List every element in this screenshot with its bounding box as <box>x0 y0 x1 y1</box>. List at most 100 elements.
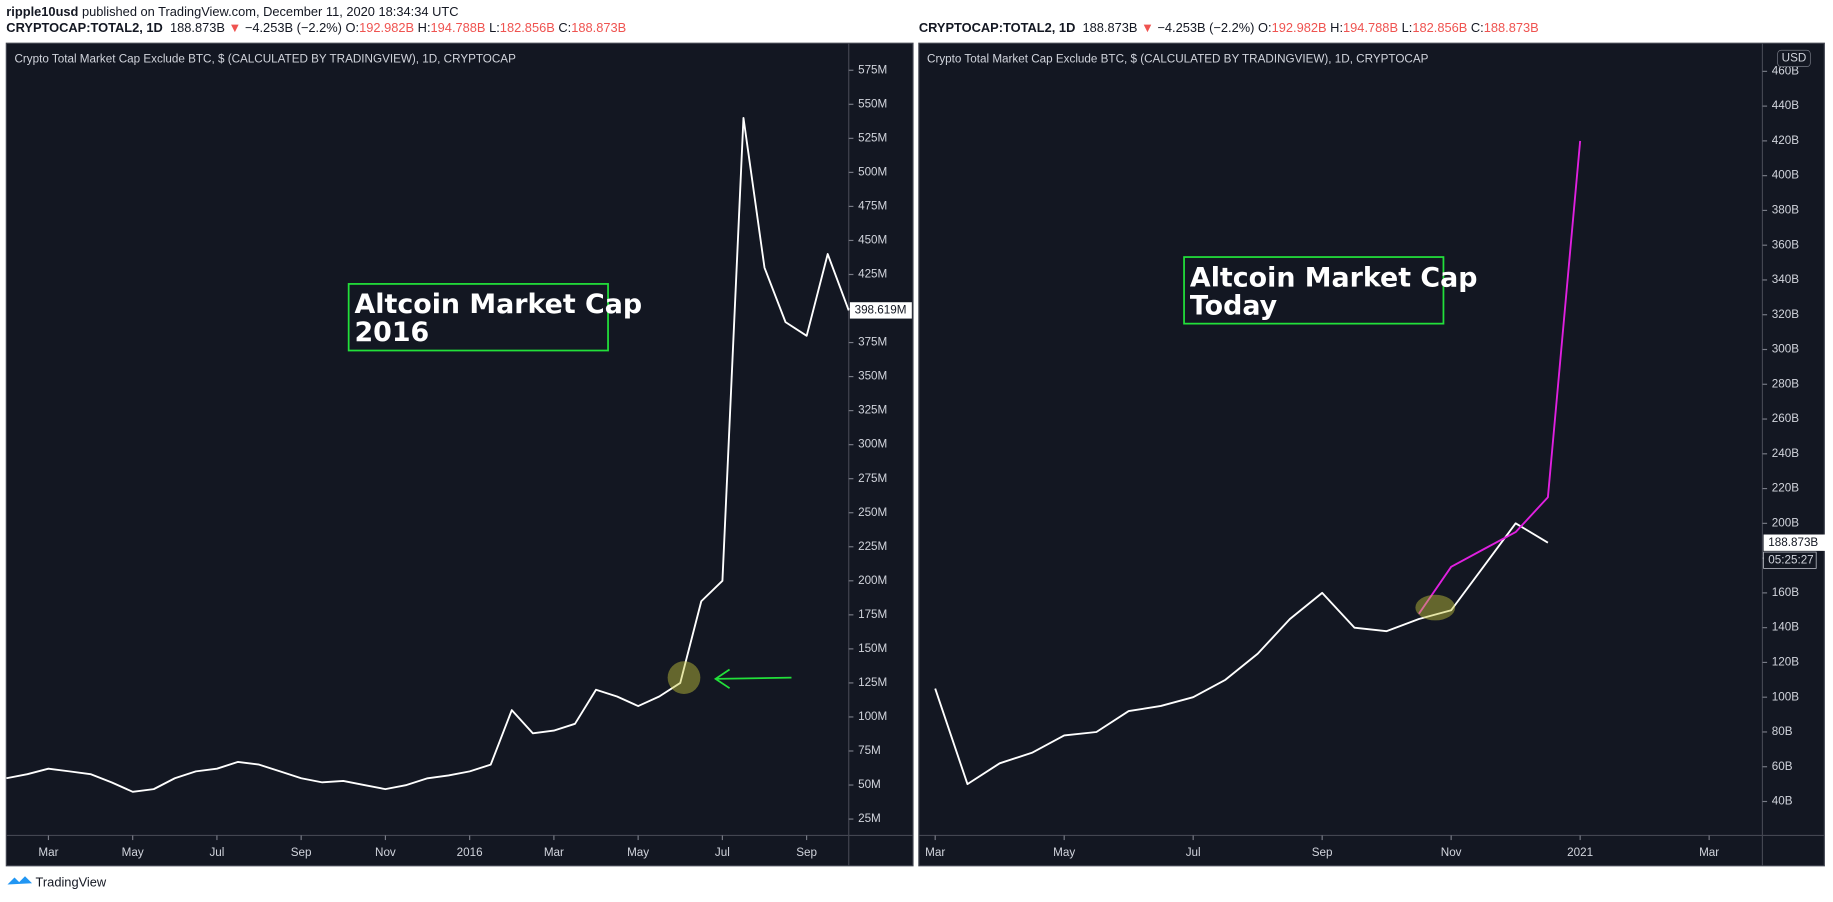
annotation-line: Altcoin Market Cap <box>355 289 643 320</box>
x-tick-label: Nov <box>375 846 396 859</box>
chart-panel: CRYPTOCAP:TOTAL2, 1D 188.873B ▼ −4.253B … <box>5 21 914 867</box>
down-arrow: ▼ <box>1138 21 1158 36</box>
ohlc-label: H: <box>1330 21 1343 36</box>
price-tag-label: 188.873B <box>1768 536 1818 549</box>
y-tick-label: 325M <box>858 404 887 417</box>
x-tick-label: Jul <box>715 846 730 859</box>
y-tick-label: 175M <box>858 608 887 621</box>
ohlc-value: 194.788B <box>431 21 486 36</box>
ticker: CRYPTOCAP:TOTAL2, 1D 188.873B ▼ −4.253B … <box>919 21 1539 36</box>
x-tick-label: Mar <box>1699 846 1719 859</box>
annotation-box <box>347 283 609 352</box>
ticker: CRYPTOCAP:TOTAL2, 1D 188.873B ▼ −4.253B … <box>6 21 626 36</box>
y-tick-label: 400B <box>1772 169 1799 182</box>
y-tick-label: 60B <box>1772 760 1793 773</box>
arrow-shaft <box>715 676 792 680</box>
ohlc-label: L: <box>489 21 500 36</box>
y-tick-label: 380B <box>1772 204 1799 217</box>
y-tick-label: 160B <box>1772 586 1799 599</box>
price-tag <box>849 302 912 319</box>
ohlc-label: C: <box>1471 21 1484 36</box>
header: ripple10usd published on TradingView.com… <box>6 4 458 19</box>
panel-bg <box>918 42 1825 867</box>
symbol: CRYPTOCAP:TOTAL2, 1D <box>919 21 1076 36</box>
down-arrow: ▼ <box>225 21 245 36</box>
y-tick-label: 300B <box>1772 343 1799 356</box>
currency-box <box>1777 49 1811 67</box>
space <box>1075 21 1082 36</box>
y-tick-label: 150M <box>858 642 887 655</box>
chart-title: Crypto Total Market Cap Exclude BTC, $ (… <box>15 53 517 66</box>
ohlc-value: 182.856B <box>1412 21 1467 36</box>
x-tick-label: May <box>1053 846 1075 859</box>
price-tag <box>1763 534 1826 551</box>
y-tick-label: 200B <box>1772 516 1799 529</box>
ohlc-value: 188.873B <box>1484 21 1539 36</box>
annotation-box <box>1183 256 1445 325</box>
space <box>163 21 170 36</box>
x-tick-label: Sep <box>1312 846 1333 859</box>
arrow-head <box>713 668 731 689</box>
x-tick-label: Mar <box>925 846 945 859</box>
last-price: 188.873B <box>1083 21 1138 36</box>
chart-panel: CRYPTOCAP:TOTAL2, 1D 188.873B ▼ −4.253B … <box>918 21 1826 867</box>
y-tick-label: 440B <box>1772 99 1799 112</box>
countdown-tag <box>1763 551 1817 569</box>
ohlc-label: H: <box>418 21 431 36</box>
x-tick-label: Sep <box>291 846 312 859</box>
currency: USD <box>1782 51 1807 64</box>
y-tick-label: 260B <box>1772 412 1799 425</box>
x-tick-label: 2016 <box>457 846 483 859</box>
ohlc-value: 194.788B <box>1343 21 1398 36</box>
panel-bg <box>5 42 914 867</box>
y-tick-label: 460B <box>1772 64 1799 77</box>
y-tick-label: 125M <box>858 676 887 689</box>
y-tick-label: 475M <box>858 199 887 212</box>
y-tick-label: 120B <box>1772 656 1799 669</box>
price-tag-label: 398.619M <box>855 303 907 316</box>
y-tick-label: 420B <box>1772 134 1799 147</box>
y-tick-label: 140B <box>1772 621 1799 634</box>
y-tick-label: 75M <box>858 744 881 757</box>
x-tick-label: Jul <box>209 846 224 859</box>
x-tick-label: Nov <box>1441 846 1462 859</box>
y-tick-label: 225M <box>858 540 887 553</box>
y-tick-label: 550M <box>858 97 887 110</box>
y-tick-label: 300M <box>858 438 887 451</box>
x-tick-label: 2021 <box>1567 846 1593 859</box>
x-tick-label: Mar <box>544 846 564 859</box>
y-tick-label: 375M <box>858 336 887 349</box>
highlight <box>1415 594 1456 621</box>
symbol: CRYPTOCAP:TOTAL2, 1D <box>6 21 163 36</box>
ohlc-value: 192.982B <box>1272 21 1327 36</box>
chart-title: Crypto Total Market Cap Exclude BTC, $ (… <box>927 53 1429 66</box>
y-tick-label: 350M <box>858 370 887 383</box>
x-tick-label: May <box>627 846 649 859</box>
annotation-line: Today <box>1190 290 1278 321</box>
highlight <box>667 661 701 695</box>
ohlc-label: O: <box>346 21 360 36</box>
ohlc-value: 192.982B <box>359 21 414 36</box>
y-tick-label: 500M <box>858 165 887 178</box>
price-line <box>934 522 1549 786</box>
y-tick-label: 275M <box>858 472 887 485</box>
y-tick-label: 25M <box>858 812 881 825</box>
annotation-line: Altcoin Market Cap <box>1190 262 1478 293</box>
ohlc-value: 182.856B <box>500 21 555 36</box>
footer: TradingView <box>36 875 107 890</box>
countdown: 05:25:27 <box>1768 553 1813 566</box>
x-tick-label: Mar <box>38 846 58 859</box>
y-tick-label: 220B <box>1772 482 1799 495</box>
y-tick-label: 100B <box>1772 690 1799 703</box>
y-tick-label: 240B <box>1772 447 1799 460</box>
y-tick-label: 450M <box>858 234 887 247</box>
price-line <box>1418 140 1582 615</box>
tv-logo <box>7 876 33 885</box>
x-tick-label: Sep <box>796 846 817 859</box>
ohlc-label: O: <box>1258 21 1272 36</box>
y-tick-label: 525M <box>858 131 887 144</box>
y-tick-label: 40B <box>1772 795 1793 808</box>
ohlc-value: 188.873B <box>571 21 626 36</box>
x-tick-label: May <box>122 846 144 859</box>
